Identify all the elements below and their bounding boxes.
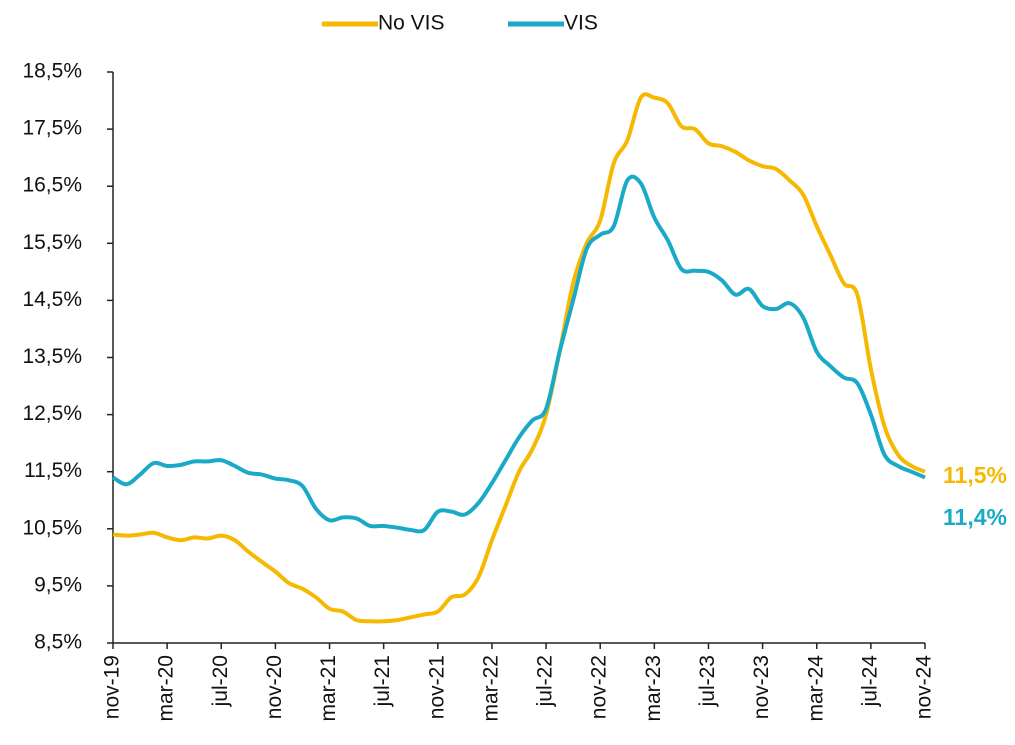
- x-tick-label: nov-24: [913, 655, 936, 720]
- line-series: [111, 174, 926, 534]
- x-tick-label: mar-21: [317, 655, 340, 722]
- y-tick-label: 17,5%: [22, 117, 82, 140]
- x-tick-label: jul-24: [858, 655, 881, 708]
- y-tick-label: 14,5%: [22, 288, 82, 311]
- x-tick-label: nov-19: [101, 655, 124, 719]
- x-tick-label: nov-20: [263, 655, 286, 719]
- y-tick-label: 16,5%: [22, 174, 82, 197]
- y-tick-label: 12,5%: [22, 402, 82, 425]
- x-tick-label: mar-20: [155, 655, 178, 722]
- x-tick-label: nov-22: [588, 655, 611, 719]
- x-tick-label: jul-20: [209, 655, 232, 707]
- x-tick-label: nov-23: [750, 655, 773, 719]
- y-tick-label: 9,5%: [34, 573, 82, 596]
- legend-label: No VIS: [378, 12, 445, 35]
- end-label: 11,4%: [943, 504, 1007, 530]
- legend-label: VIS: [564, 12, 598, 35]
- line-series: [112, 92, 926, 624]
- x-tick-label: mar-23: [642, 655, 665, 722]
- y-tick-label: 13,5%: [22, 345, 82, 368]
- x-tick-label: mar-22: [479, 655, 502, 722]
- x-tick-label: mar-24: [804, 655, 827, 722]
- x-tick-label: jul-23: [696, 655, 719, 707]
- x-tick-label: nov-21: [425, 655, 448, 719]
- y-tick-label: 10,5%: [22, 516, 82, 539]
- y-tick-label: 11,5%: [24, 459, 82, 482]
- x-tick-label: jul-21: [371, 655, 394, 707]
- x-tick-label: jul-22: [534, 655, 557, 707]
- y-tick-label: 8,5%: [34, 631, 82, 654]
- y-tick-label: 15,5%: [22, 231, 82, 254]
- end-label: 11,5%: [943, 462, 1007, 488]
- y-tick-label: 18,5%: [22, 60, 82, 83]
